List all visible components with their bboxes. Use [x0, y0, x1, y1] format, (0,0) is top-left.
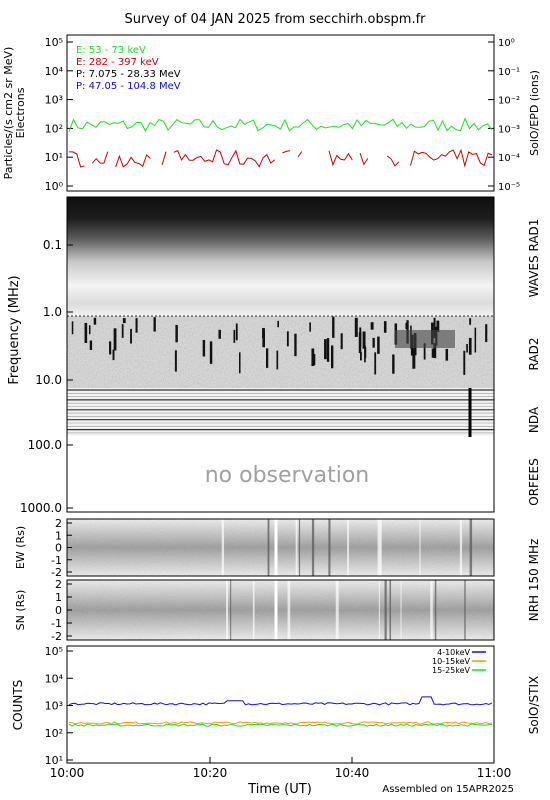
epd-legend-3: P: 47.05 - 104.8 MeV [76, 81, 181, 92]
stix-frame [66, 645, 495, 764]
stix-tick-label: 10⁵ [45, 645, 63, 658]
epd-legend-0: E: 53 - 73 keV [76, 45, 146, 56]
epd-tick-label-left: 10³ [45, 94, 63, 107]
epd-tick-label-right: 10⁻² [498, 96, 520, 107]
stix-tick-label: 10¹ [45, 754, 63, 767]
nrh-ylabel-1: SN (Rs) [14, 590, 27, 631]
nda-background [67, 388, 494, 436]
radio-right-label-2: NDA [527, 406, 541, 433]
nrh-1-texture [67, 580, 494, 640]
stix-panel: 10¹ 10² 10³ 10⁴ 10⁵ COUNTS SolO/STIX 4-10keV10-… [11, 645, 541, 767]
epd-ylabel: Particles/(s cm2 sr MeV) [2, 47, 15, 180]
epd-series-electrons-high [69, 148, 493, 168]
time-tick-label: 10:40 [335, 766, 370, 780]
radio-ylabel: Frequency (MHz) [7, 275, 22, 384]
epd-tick-label-right: 10⁻⁵ [498, 182, 520, 193]
nrh-tick-label: 2 [55, 578, 62, 591]
stix-tick-label: 10² [45, 727, 63, 740]
time-axis: 10:00 10:20 10:40 11:00 [50, 757, 512, 780]
epd-tick-label-left: 10⁴ [45, 65, 64, 78]
epd-panel: 10⁰ 10⁻⁵ 10¹ 10⁻⁴ 10² 10⁻³ 10³ 10⁻² 10⁴ 10⁻¹ 10⁵ 10… [2, 34, 541, 193]
radio-right-label-3: ORFEES [527, 458, 541, 505]
stix-right-label: SolO/STIX [527, 676, 541, 735]
radio-panel: no observation 0.1 1.0 10.0 100.0 1000.0 Frequ… [7, 196, 541, 515]
stix-legend-2: 15-25keV [432, 666, 471, 675]
nrh-tick-label: -1 [51, 554, 62, 567]
epd-tick-label-left: 10¹ [45, 151, 63, 164]
nrh-tick-label: 0 [55, 542, 62, 555]
epd-series-electrons-low [68, 117, 493, 132]
nrh-panel: 210-1-2EW (Rs)210-1-2SN (Rs) NRH 150 MHz [14, 517, 541, 643]
nrh-0-texture [67, 519, 494, 576]
stix-tick-label: 10⁴ [45, 672, 64, 685]
epd-ylabel-right: SolO/EPD (ions) [528, 70, 541, 156]
epd-tick-label-right: 10⁻³ [498, 124, 520, 135]
no-observation-text: no observation [205, 463, 370, 488]
nrh-tick-label: -2 [51, 566, 62, 579]
epd-tick-label-left: 10⁰ [45, 180, 64, 193]
radio-frame [66, 196, 495, 513]
epd-tick-label-right: 10⁻⁴ [498, 153, 520, 164]
nrh-tick-label: 1 [55, 591, 62, 604]
time-tick-label: 10:20 [193, 766, 228, 780]
epd-tick-label-left: 10⁵ [45, 36, 63, 49]
radio-tick-label: 1.0 [43, 305, 62, 319]
stix-series-0 [68, 696, 493, 706]
radio-burst-cluster [395, 330, 455, 348]
nrh-tick-label: 1 [55, 529, 62, 542]
radio-tick-label: 0.1 [43, 238, 62, 252]
epd-legend-2: P: 7.075 - 28.33 MeV [76, 69, 181, 80]
stix-legend-1: 10-15keV [432, 657, 471, 666]
epd-frame [66, 34, 495, 192]
radio-tick-label: 100.0 [28, 438, 62, 452]
time-tick-label: 11:00 [477, 766, 512, 780]
nrh-tick-label: -2 [51, 630, 62, 643]
rad1-background [67, 197, 494, 315]
time-tick-label: 10:00 [50, 766, 85, 780]
nrh-tick-label: -1 [51, 617, 62, 630]
radio-right-label-0: WAVES RAD1 [527, 219, 541, 298]
epd-ylabel-electrons: Electrons [14, 87, 27, 138]
stix-ylabel: COUNTS [11, 680, 25, 731]
stix-legend-0: 4-10keV [437, 648, 470, 657]
radio-tick-label: 10.0 [35, 373, 62, 387]
nrh-tick-label: 0 [55, 604, 62, 617]
radio-tick-label: 1000.0 [20, 501, 62, 515]
nrh-right-label: NRH 150 MHz [527, 539, 541, 622]
radio-right-label-1: RAD2 [527, 338, 541, 371]
epd-legend-1: E: 282 - 397 keV [76, 57, 159, 68]
orfees-empty [67, 437, 494, 512]
epd-tick-label-right: 10⁻¹ [498, 67, 520, 78]
nrh-ylabel-0: EW (Rs) [14, 526, 27, 569]
stix-series-1 [68, 721, 493, 725]
rad2-texture [67, 316, 494, 388]
x-axis-label: Time (UT) [247, 782, 312, 797]
stix-tick-label: 10³ [45, 700, 63, 713]
epd-tick-label-right: 10⁰ [498, 38, 515, 49]
footer-assembled: Assembled on 15APR2025 [382, 784, 514, 795]
nrh-tick-label: 2 [55, 517, 62, 530]
epd-tick-label-left: 10² [45, 122, 63, 135]
stix-series-2 [68, 723, 493, 727]
figure-title: Survey of 04 JAN 2025 from secchirh.obsp… [125, 12, 427, 27]
